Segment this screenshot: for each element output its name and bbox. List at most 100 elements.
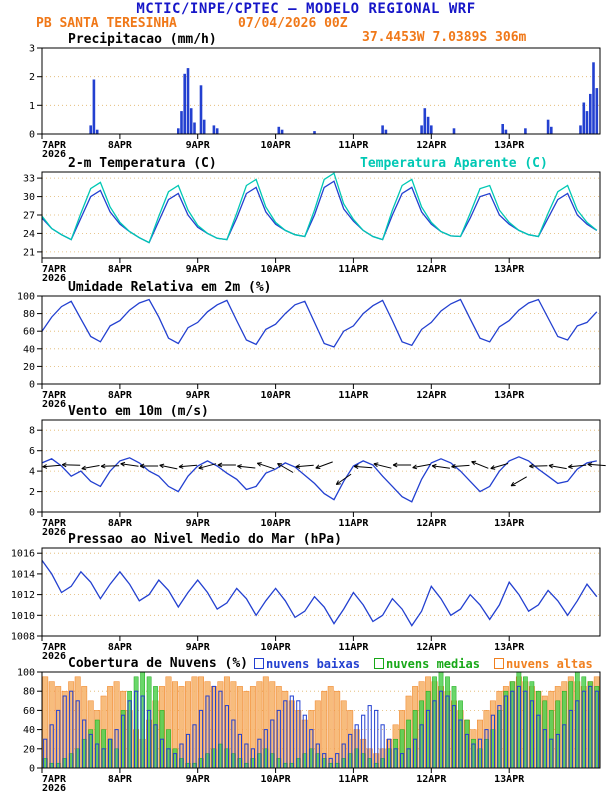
x-tick-label: 10APR <box>261 140 292 151</box>
y-tick-label: 2 <box>29 72 35 83</box>
x-tick-label: 11APR <box>338 140 369 151</box>
run-datetime: 07/04/2026 00Z <box>238 16 348 31</box>
wind-arrow-head <box>568 466 573 469</box>
y-tick-label: 1014 <box>11 569 35 580</box>
precip-bar <box>426 116 430 134</box>
precip-bar <box>95 129 99 134</box>
x-tick-label: 12APR <box>416 518 447 529</box>
apparent-temperature-line <box>41 172 598 244</box>
wind-speed-line <box>41 456 597 503</box>
legend-nuvens-altas: nuvens altas <box>494 657 593 671</box>
wind-arrow <box>101 465 120 467</box>
y-tick-label: 0 <box>29 380 35 391</box>
wind-arrow-head <box>139 465 145 469</box>
wind-arrow-head <box>217 462 223 466</box>
wind-arrow-head <box>490 468 496 470</box>
precip-bar <box>579 125 582 134</box>
wind-arrow-head <box>295 464 300 468</box>
y-tick-label: 40 <box>23 344 35 355</box>
wind-arrow <box>432 465 450 469</box>
wind-arrow-head <box>354 464 359 467</box>
precip-bar <box>180 111 183 134</box>
x-tick-label: 10APR <box>261 518 292 529</box>
station-name: PB SANTA TERESINHA <box>36 16 177 31</box>
wind-arrow-head <box>277 463 281 468</box>
legend-nuvens-baixas: nuvens baixas <box>254 657 360 671</box>
model-title: MCTIC/INPE/CPTEC — MODELO REGIONAL WRF <box>136 1 476 17</box>
wind-arrow-head <box>412 467 418 470</box>
wind-arrow <box>159 464 178 470</box>
wind-arrow-head <box>100 465 106 469</box>
x-tick-label: 7APR <box>42 518 67 529</box>
x-tick-label: 11APR <box>338 642 369 653</box>
panel-title-wind: Vento em 10m (m/s) <box>68 404 209 419</box>
wind-arrow-head <box>373 463 378 468</box>
x-tick-label: 8APR <box>108 642 133 653</box>
precip-bar <box>585 111 589 134</box>
location-coordinates: 37.4453W 7.0389S 306m <box>362 30 527 45</box>
x-tick-label: 13APR <box>494 264 525 275</box>
wind-arrow-head <box>42 464 47 468</box>
x-year-label: 2026 <box>42 783 66 792</box>
x-tick-label: 7APR <box>42 264 67 275</box>
x-tick-label: 9APR <box>186 140 211 151</box>
precip-bar <box>92 79 96 134</box>
legend-nuvens-medias: nuvens medias <box>374 657 480 671</box>
precip-bar <box>212 125 216 134</box>
x-tick-label: 11APR <box>338 774 369 785</box>
x-tick-label: 9APR <box>186 518 211 529</box>
precip-bar <box>215 128 219 134</box>
precip-bar <box>177 128 180 134</box>
wind-arrow-head <box>198 467 204 470</box>
y-tick-label: 30 <box>23 192 35 203</box>
panel-title-temperature: 2-m Temperatura (C) <box>68 156 217 171</box>
y-tick-label: 1008 <box>11 632 35 643</box>
wind-arrow-head <box>61 462 67 466</box>
wind-arrow-head <box>587 462 593 465</box>
wind-arrow-head <box>217 464 223 468</box>
wind-arrow-head <box>335 480 339 485</box>
x-tick-label: 9APR <box>186 390 211 401</box>
precip-bar <box>313 131 316 134</box>
precip-bar <box>546 119 550 134</box>
x-tick-label: 8APR <box>108 390 133 401</box>
nuvens-altas-swatch-icon <box>494 658 504 669</box>
precip-bar <box>595 88 599 134</box>
y-tick-label: 40 <box>23 725 35 736</box>
y-tick-label: 21 <box>23 247 35 258</box>
x-tick-label: 12APR <box>416 642 447 653</box>
wind-arrow-head <box>451 466 456 469</box>
nuvens-medias-swatch-icon <box>374 658 384 669</box>
panel-title-precipitation: Precipitacao (mm/h) <box>68 32 217 47</box>
nuvens-baixas-swatch-icon <box>254 658 264 669</box>
y-tick-label: 2 <box>29 487 35 498</box>
wind-arrow-head <box>61 464 67 468</box>
precip-bar <box>550 126 553 134</box>
plot-border <box>41 47 601 135</box>
precip-bar <box>501 124 504 134</box>
x-year-label: 2026 <box>42 399 66 410</box>
x-tick-label: 11APR <box>338 390 369 401</box>
wind-arrow <box>198 463 217 469</box>
wind-arrow-head <box>412 464 417 469</box>
y-tick-label: 1 <box>29 101 35 112</box>
wind-arrow-head <box>490 465 495 469</box>
x-tick-label: 10APR <box>261 264 292 275</box>
wind-arrow-head <box>81 465 86 470</box>
wind-arrow-head <box>256 462 261 467</box>
x-tick-label: 8APR <box>108 264 133 275</box>
wind-arrow <box>315 461 333 469</box>
x-tick-label: 9APR <box>186 264 211 275</box>
wind-arrow-head <box>81 468 87 471</box>
wind-arrow <box>178 464 198 468</box>
x-tick-label: 13APR <box>494 140 525 151</box>
plot-border <box>41 547 601 637</box>
pressure-line <box>41 560 598 627</box>
wind-arrow <box>81 465 100 470</box>
wind-arrow <box>237 465 256 469</box>
wind-arrow-head <box>257 462 262 464</box>
wind-arrow-head <box>373 462 379 465</box>
